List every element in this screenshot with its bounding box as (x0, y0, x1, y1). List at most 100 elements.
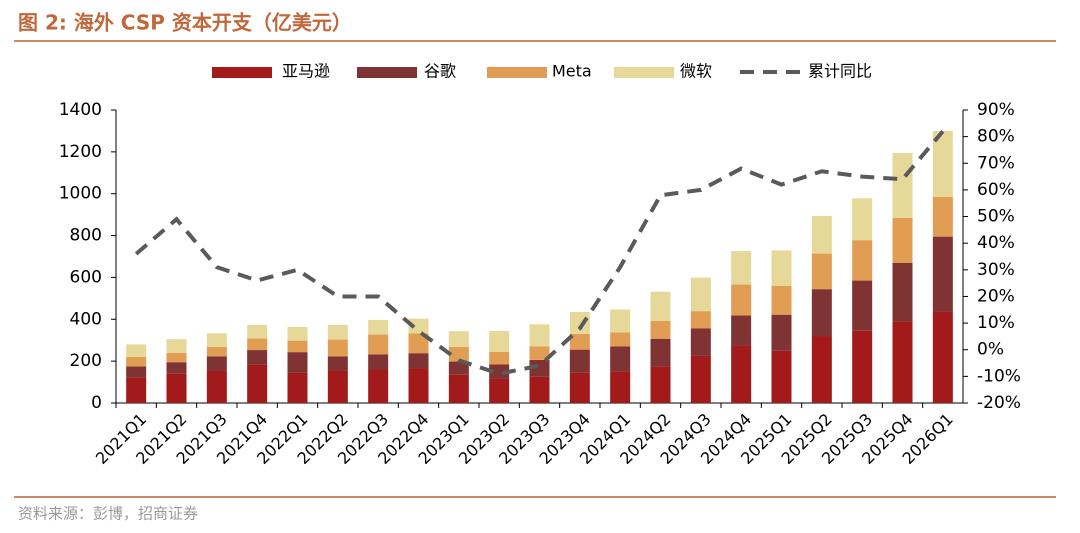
bar-segment (126, 344, 147, 357)
y2-tick-label: -20% (977, 393, 1021, 413)
bar-segment (327, 370, 348, 403)
legend-label: 微软 (680, 62, 712, 81)
legend-swatch (357, 67, 417, 78)
bar-segment (932, 236, 953, 312)
bar-segment (489, 378, 510, 403)
bar-segment (287, 352, 308, 373)
bar-segment (529, 359, 550, 377)
legend-label: 谷歌 (424, 62, 456, 81)
bar-segment (529, 324, 550, 347)
page-title: 图 2: 海外 CSP 资本开支（亿美元） (18, 11, 352, 35)
bar-segment (771, 286, 792, 315)
y2-tick-label: 60% (977, 180, 1015, 200)
bar-segment (166, 352, 187, 363)
bar-segment (287, 340, 308, 353)
bar-segment (731, 284, 752, 316)
bar-segment (811, 336, 832, 403)
y-tick-label: 1000 (59, 184, 102, 204)
bar-segment (731, 345, 752, 403)
yoy-line (134, 130, 945, 376)
bar-segment (166, 373, 187, 403)
y2-tick-label: 70% (977, 153, 1015, 173)
legend-swatch (614, 67, 674, 78)
y2-tick-label: 90% (977, 100, 1015, 120)
bar-segment (650, 320, 671, 339)
y-tick-label: 0 (91, 393, 102, 413)
bar-segment (811, 215, 832, 254)
bar-segment (529, 376, 550, 403)
y2-tick-label: 50% (977, 207, 1015, 227)
bar-segment (327, 324, 348, 340)
bar-segment (690, 355, 711, 403)
bar-segment (650, 291, 671, 321)
bar-segment (408, 318, 429, 334)
y-tick-label: 400 (70, 309, 102, 329)
bar-segment (610, 309, 631, 333)
bar-segment (166, 339, 187, 353)
y2-tick-label: -10% (977, 366, 1021, 386)
bar-segment (731, 251, 752, 285)
bar-segment (852, 280, 873, 331)
y2-tick-label: 20% (977, 286, 1015, 306)
bar-segment (327, 339, 348, 357)
bar-segment (206, 333, 227, 347)
bar-segment (448, 346, 469, 362)
legend-swatch (212, 67, 272, 78)
y-tick-label: 1400 (59, 100, 102, 120)
bar-segment (247, 324, 268, 339)
y-tick-label: 600 (70, 267, 102, 287)
bar-segment (448, 331, 469, 347)
y-tick-label: 200 (70, 351, 102, 371)
bar-segment (569, 349, 590, 373)
bar-segment (852, 240, 873, 281)
bar-segment (932, 311, 953, 403)
bar-segment (166, 362, 187, 374)
bar-segment (368, 369, 389, 403)
bar-segment (932, 130, 953, 197)
bar-segment (126, 356, 147, 367)
bar-segment (489, 331, 510, 352)
bar-segment (690, 328, 711, 356)
bar-segment (731, 315, 752, 346)
bar-segment (569, 333, 590, 350)
bar-segment (892, 152, 913, 218)
bar-segment (892, 321, 913, 403)
bar-segment (852, 330, 873, 403)
bar-segment (569, 372, 590, 403)
bar-segment (610, 371, 631, 403)
y-tick-label: 800 (70, 226, 102, 246)
bar-segment (489, 351, 510, 365)
bar-segment (448, 374, 469, 403)
bar-segment (690, 277, 711, 312)
legend-label: 亚马逊 (282, 62, 330, 81)
bar-segment (126, 377, 147, 403)
bar-segment (811, 289, 832, 337)
bar-segment (771, 350, 792, 403)
bar-segment (489, 364, 510, 379)
bar-segment (287, 327, 308, 341)
bar-segment (287, 372, 308, 403)
bar-segment (771, 314, 792, 351)
bar-segment (206, 370, 227, 403)
bar-segment (206, 356, 227, 371)
bar-segment (327, 356, 348, 371)
y2-tick-label: 0% (977, 340, 1004, 360)
y-tick-label: 1200 (59, 142, 102, 162)
source: 资料来源：彭博，招商证券 (18, 505, 198, 523)
bar-segment (892, 262, 913, 322)
bar-segment (771, 250, 792, 287)
bar-segment (408, 353, 429, 369)
y2-tick-label: 40% (977, 233, 1015, 253)
bar-segment (650, 338, 671, 367)
bar-segment (126, 366, 147, 378)
bar-segment (852, 198, 873, 241)
bar-segment (408, 333, 429, 354)
bar-segment (247, 350, 268, 365)
bar-segment (408, 368, 429, 403)
bar-segment (368, 319, 389, 335)
bar-segment (610, 332, 631, 347)
bar-segment (892, 217, 913, 263)
y2-tick-label: 30% (977, 260, 1015, 280)
bar-segment (368, 354, 389, 370)
